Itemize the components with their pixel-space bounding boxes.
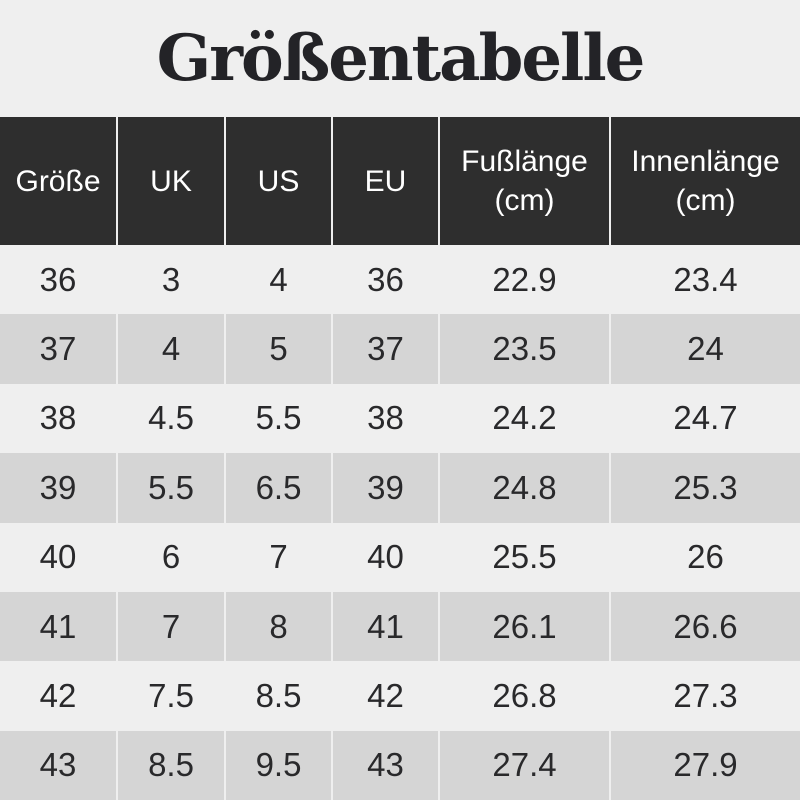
cell-uk: 6 (117, 522, 226, 592)
cell-us: 9.5 (225, 730, 333, 800)
cell-eu: 37 (332, 314, 440, 384)
cell-groesse: 39 (0, 453, 118, 523)
cell-eu: 43 (332, 730, 440, 800)
cell-groesse: 43 (0, 730, 118, 800)
cell-us: 5 (225, 314, 333, 384)
table-row-39: 39 5.5 6.5 39 24.8 25.3 (0, 453, 800, 523)
cell-us: 5.5 (225, 383, 333, 454)
cell-innenlaenge: 25.3 (673, 468, 738, 506)
cell-fusslaenge: 26.1 (439, 591, 611, 662)
size-table: Größe UK US EU Fußlänge (cm) Innenlänge … (0, 117, 800, 800)
col-header-us: US (225, 117, 333, 245)
cell-innenlaenge: 24.7 (673, 399, 738, 437)
cell-fusslaenge: 24.8 (439, 453, 611, 523)
table-row-40: 40 6 7 40 25.5 26 (0, 522, 800, 592)
cell-innenlaenge: 24 (687, 330, 724, 368)
table-row-37: 37 4 5 37 23.5 24 (0, 314, 800, 384)
page-title: Größentabelle (156, 21, 646, 96)
col-header-innenlaenge: Innenlänge (cm) (610, 117, 800, 245)
cell-fusslaenge: 22.9 (439, 245, 611, 315)
cell-innenlaenge: 27.3 (673, 676, 738, 714)
table-row-38: 38 4.5 5.5 38 24.2 24.7 (0, 383, 800, 454)
col-header-eu: EU (332, 117, 440, 245)
cell-fusslaenge: 25.5 (439, 522, 611, 592)
cell-us: 4 (225, 245, 333, 315)
cell-fusslaenge: 26.8 (439, 661, 611, 731)
cell-us: 8 (225, 591, 333, 662)
cell-groesse: 37 (0, 314, 118, 384)
cell-innenlaenge: 26 (687, 538, 724, 576)
cell-uk: 4 (117, 314, 226, 384)
table-row-42: 42 7.5 8.5 42 26.8 27.3 (0, 661, 800, 731)
cell-groesse: 42 (0, 661, 118, 731)
cell-uk: 3 (117, 245, 226, 315)
cell-innenlaenge: 23.4 (673, 260, 738, 298)
table-row-41: 41 7 8 41 26.1 26.6 (0, 591, 800, 662)
table-row-43: 43 8.5 9.5 43 27.4 27.9 (0, 730, 800, 800)
cell-eu: 39 (332, 453, 440, 523)
cell-uk: 7.5 (117, 661, 226, 731)
col-header-fusslaenge: Fußlänge (cm) (439, 117, 611, 245)
cell-groesse: 36 (0, 245, 118, 315)
cell-us: 7 (225, 522, 333, 592)
table-row-36: 36 3 4 36 22.9 23.4 (0, 245, 800, 315)
col-header-uk: UK (117, 117, 226, 245)
cell-fusslaenge: 23.5 (439, 314, 611, 384)
cell-us: 6.5 (225, 453, 333, 523)
cell-eu: 42 (332, 661, 440, 731)
cell-uk: 5.5 (117, 453, 226, 523)
cell-eu: 36 (332, 245, 440, 315)
cell-groesse: 41 (0, 591, 118, 662)
cell-groesse: 40 (0, 522, 118, 592)
col-header-groesse: Größe (0, 117, 118, 245)
table-header-row: Größe UK US EU Fußlänge (cm) Innenlänge … (0, 117, 800, 245)
cell-groesse: 38 (0, 383, 118, 454)
cell-innenlaenge: 27.9 (673, 746, 738, 784)
cell-us: 8.5 (225, 661, 333, 731)
cell-uk: 7 (117, 591, 226, 662)
cell-eu: 38 (332, 383, 440, 454)
cell-eu: 40 (332, 522, 440, 592)
cell-eu: 41 (332, 591, 440, 662)
cell-uk: 4.5 (117, 383, 226, 454)
cell-fusslaenge: 24.2 (439, 383, 611, 454)
cell-innenlaenge: 26.6 (673, 607, 738, 645)
cell-uk: 8.5 (117, 730, 226, 800)
cell-fusslaenge: 27.4 (439, 730, 611, 800)
